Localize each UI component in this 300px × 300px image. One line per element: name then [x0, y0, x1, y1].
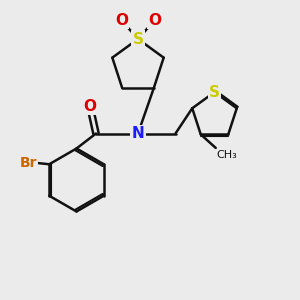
Text: O: O	[115, 13, 128, 28]
Text: O: O	[148, 13, 161, 28]
Text: N: N	[132, 126, 144, 141]
Text: S: S	[209, 85, 220, 100]
Text: S: S	[133, 32, 143, 46]
Text: CH₃: CH₃	[216, 150, 237, 160]
Text: O: O	[83, 99, 97, 114]
Text: Br: Br	[20, 156, 37, 170]
